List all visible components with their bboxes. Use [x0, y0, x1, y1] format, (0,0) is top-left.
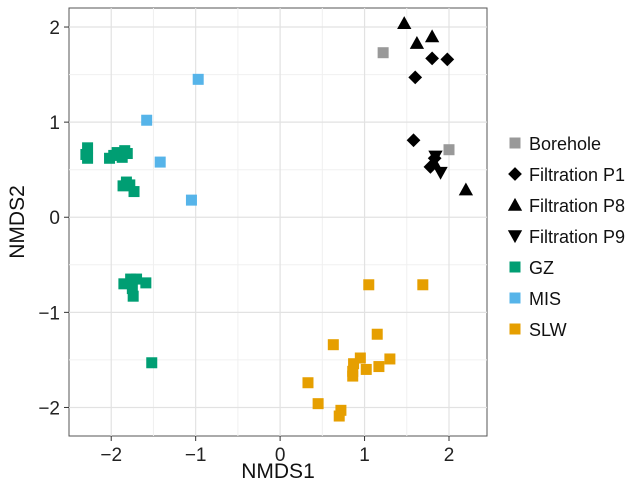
- point-slw: [360, 363, 372, 375]
- y-tick-label: −2: [38, 398, 60, 419]
- legend-key-filtration-p1: [508, 167, 522, 181]
- point-slw: [354, 352, 366, 364]
- x-tick-label: 0: [275, 445, 286, 466]
- point-filtration-p1: [406, 133, 421, 148]
- point-gz: [125, 273, 137, 285]
- point-gz: [121, 148, 133, 160]
- point-slw: [417, 279, 429, 291]
- point-gz: [127, 290, 139, 302]
- point-slw: [327, 339, 339, 351]
- point-slw: [373, 361, 385, 373]
- legend-label-slw: SLW: [529, 320, 567, 340]
- point-filtration-p8: [458, 182, 474, 196]
- plot-panel: [68, 7, 488, 437]
- point-mis: [192, 73, 204, 85]
- legend-key-mis: [509, 292, 521, 304]
- point-gz: [118, 278, 130, 290]
- point-borehole: [443, 144, 455, 156]
- legend-key-gz: [509, 261, 521, 273]
- point-filtration-p9: [433, 166, 448, 180]
- point-slw: [348, 358, 360, 370]
- point-filtration-p9: [428, 150, 443, 164]
- point-gz: [126, 283, 138, 295]
- point-filtration-p8: [409, 36, 425, 49]
- point-slw: [363, 279, 375, 291]
- point-slw: [384, 353, 396, 365]
- point-borehole: [377, 47, 389, 59]
- point-slw: [302, 377, 314, 389]
- point-mis: [141, 114, 153, 126]
- point-gz: [140, 277, 152, 289]
- x-axis-title: NMDS1: [241, 460, 315, 483]
- point-slw: [371, 328, 383, 340]
- point-filtration-p1: [425, 51, 439, 66]
- y-tick-label: 0: [49, 208, 60, 229]
- point-filtration-p8: [426, 154, 441, 168]
- point-gz: [82, 142, 94, 154]
- x-tick-label: 2: [444, 445, 455, 466]
- data-points: [80, 16, 474, 422]
- y-tick-label: 2: [49, 18, 60, 39]
- axes: −2 −1 0 1 2 −2 −1 0 1 2: [38, 18, 454, 466]
- point-slw: [333, 410, 345, 422]
- x-tick-label: −2: [100, 445, 122, 466]
- point-gz: [128, 186, 140, 198]
- point-gz: [124, 179, 136, 191]
- point-gz: [80, 148, 92, 160]
- legend-key-slw: [509, 323, 521, 335]
- y-axis-title: NMDS2: [6, 185, 29, 259]
- point-gz: [131, 273, 143, 285]
- y-tick-label: −1: [38, 303, 60, 324]
- legend-label-gz: GZ: [529, 258, 554, 278]
- legend: Borehole Filtration P1 Filtration P8 Filtra…: [507, 134, 625, 340]
- legend-label-borehole: Borehole: [529, 134, 601, 154]
- point-filtration-p1: [408, 70, 423, 85]
- point-filtration-p8: [397, 16, 412, 29]
- point-slw: [335, 404, 347, 416]
- legend-label-filtration-p1: Filtration P1: [529, 165, 625, 185]
- point-filtration-p1: [440, 52, 455, 67]
- legend-label-mis: MIS: [529, 289, 561, 309]
- x-tick-label: −1: [185, 445, 207, 466]
- legend-label-filtration-p9: Filtration P9: [529, 227, 625, 247]
- grid-lines: [69, 8, 487, 436]
- legend-key-borehole: [509, 137, 521, 149]
- legend-key-filtration-p8: [507, 197, 523, 211]
- point-slw: [347, 370, 359, 382]
- y-tick-label: 1: [49, 113, 60, 134]
- point-slw: [312, 398, 324, 410]
- point-mis: [185, 194, 197, 206]
- point-gz: [146, 357, 158, 369]
- point-mis: [154, 156, 166, 168]
- point-filtration-p8: [424, 29, 440, 43]
- legend-label-filtration-p8: Filtration P8: [529, 196, 625, 216]
- legend-key-filtration-p9: [507, 230, 523, 244]
- x-tick-label: 1: [359, 445, 370, 466]
